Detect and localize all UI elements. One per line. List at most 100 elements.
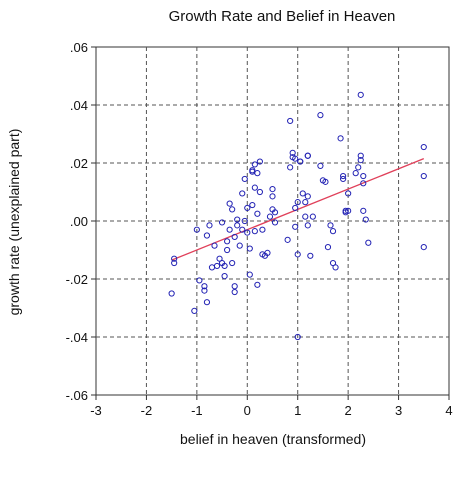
data-point <box>345 190 352 197</box>
data-point <box>304 222 311 229</box>
x-tick-label: -1 <box>191 403 203 418</box>
data-point <box>229 206 236 213</box>
data-point <box>287 117 294 125</box>
data-point <box>231 233 238 241</box>
data-point <box>345 207 352 214</box>
data-point <box>211 242 218 249</box>
data-point <box>357 152 364 159</box>
data-point <box>269 193 276 200</box>
y-tick-label: .04 <box>70 98 88 113</box>
data-point <box>244 229 251 236</box>
data-point <box>329 228 337 235</box>
data-point <box>294 251 301 258</box>
data-point <box>362 216 369 223</box>
data-point <box>327 222 334 229</box>
data-point <box>287 164 294 171</box>
data-point <box>292 223 299 230</box>
data-point <box>254 210 261 217</box>
data-point <box>264 249 271 256</box>
data-point <box>420 143 427 151</box>
data-point <box>302 199 309 206</box>
data-point <box>294 199 301 206</box>
data-points <box>168 91 427 341</box>
data-point <box>203 232 211 239</box>
data-point <box>191 307 198 314</box>
data-point <box>231 283 238 290</box>
data-point <box>357 91 364 98</box>
data-point <box>224 246 231 254</box>
data-point <box>332 264 339 271</box>
x-tick-label: 1 <box>294 403 301 418</box>
data-point <box>365 239 372 246</box>
data-point <box>317 162 324 169</box>
data-point <box>226 200 233 207</box>
y-tick-label: -.06 <box>66 388 88 403</box>
data-point <box>239 190 246 197</box>
data-point <box>206 222 213 229</box>
chart-title: Growth Rate and Belief in Heaven <box>169 8 396 25</box>
y-tick-label: -.02 <box>66 272 88 287</box>
data-point <box>244 204 251 212</box>
y-axis-label: growth rate (unexplained part) <box>6 129 22 316</box>
data-point <box>246 245 253 252</box>
data-point <box>171 259 178 267</box>
data-point <box>236 242 243 249</box>
data-point <box>201 283 208 290</box>
y-tick-label: .02 <box>70 156 88 171</box>
data-point <box>256 188 263 196</box>
data-point <box>239 226 246 233</box>
data-point <box>307 252 314 259</box>
data-point <box>251 184 258 191</box>
data-point <box>221 273 228 280</box>
data-point <box>352 170 359 177</box>
data-point <box>168 290 175 297</box>
data-point <box>304 193 311 200</box>
y-tick-label: -.04 <box>66 330 88 345</box>
data-point <box>249 201 256 209</box>
data-point <box>266 213 274 220</box>
data-point <box>302 213 309 220</box>
data-point <box>231 288 238 296</box>
data-point <box>299 190 306 197</box>
y-axis-ticks: -.06 -.04 -.02 .00 .02 .04 .06 <box>66 40 96 403</box>
data-point <box>304 152 311 159</box>
x-tick-label: -2 <box>141 403 153 418</box>
x-axis-label: belief in heaven (transformed) <box>180 431 366 447</box>
data-point <box>340 172 347 180</box>
data-point <box>171 255 178 262</box>
data-point <box>324 244 332 251</box>
data-point <box>357 157 364 164</box>
data-point <box>360 180 367 187</box>
data-point <box>201 287 208 294</box>
data-point <box>203 299 211 306</box>
data-point <box>360 172 367 180</box>
data-point <box>271 219 279 226</box>
data-point <box>297 158 304 165</box>
data-point <box>221 262 228 270</box>
y-tick-label: .06 <box>70 40 88 55</box>
data-point <box>213 262 221 270</box>
data-point <box>284 236 291 243</box>
data-point <box>251 161 258 168</box>
data-point <box>234 222 241 229</box>
data-point <box>193 226 200 233</box>
data-point <box>226 226 233 233</box>
data-point <box>218 219 226 226</box>
x-tick-label: 0 <box>244 403 251 418</box>
data-point <box>420 244 427 251</box>
grid-lines <box>96 47 449 395</box>
data-point <box>292 155 299 162</box>
data-point <box>241 217 248 225</box>
data-point <box>337 135 344 142</box>
data-point <box>196 277 203 284</box>
data-point <box>292 204 299 212</box>
data-point <box>256 158 263 165</box>
x-tick-label: 3 <box>395 403 402 418</box>
data-point <box>241 175 248 183</box>
data-point <box>246 271 253 278</box>
data-point <box>294 333 301 341</box>
data-point <box>309 213 316 220</box>
x-tick-label: 4 <box>445 403 452 418</box>
data-point <box>289 149 296 156</box>
data-point <box>269 186 276 193</box>
